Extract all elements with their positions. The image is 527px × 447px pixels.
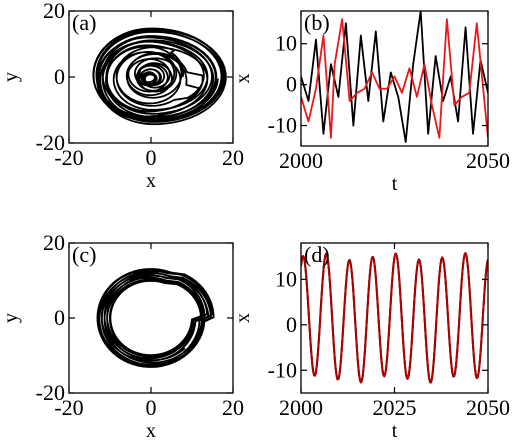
y-tick-label: 0 [286, 72, 297, 97]
y-tick-label: 20 [43, 230, 65, 255]
x-tick-label: -20 [54, 395, 83, 420]
panel-label: (a) [72, 10, 96, 35]
y-tick-label: -10 [268, 113, 297, 138]
panel-b: 2000 2050 -10 0 10 t x (b) [232, 10, 510, 195]
series-line-0 [96, 268, 215, 368]
plot-area [96, 268, 215, 368]
plot-area [301, 252, 488, 384]
x-tick-label: 2050 [466, 148, 510, 173]
series-line-1 [301, 252, 488, 384]
panel-a: -20 0 20 -20 0 20 x y (a) [0, 0, 244, 192]
series-line-0 [92, 27, 227, 126]
y-axis-label: y [0, 313, 22, 323]
plot-area [301, 11, 488, 143]
y-axis-label: y [0, 72, 22, 82]
x-tick-label: 2025 [373, 395, 417, 420]
x-axis-label: x [146, 170, 156, 192]
panel-d: 2000 2025 2050 -10 0 10 t x (d) [232, 242, 510, 442]
y-tick-label: -20 [36, 380, 65, 405]
x-tick-label: 0 [146, 145, 157, 170]
x-axis-label: t [392, 173, 398, 195]
x-tick-label: 20 [222, 395, 244, 420]
x-tick-label: -20 [54, 145, 83, 170]
x-tick-label: 2000 [279, 395, 323, 420]
panel-label: (d) [304, 242, 330, 267]
y-tick-label: 10 [275, 31, 297, 56]
plot-area [92, 27, 227, 126]
x-axis-label: x [146, 420, 156, 442]
series-line-1 [301, 18, 488, 139]
y-tick-label: 0 [286, 312, 297, 337]
y-tick-label: 0 [54, 305, 65, 330]
panel-c: -20 0 20 -20 0 20 x y (c) [0, 230, 244, 442]
y-tick-label: -20 [36, 130, 65, 155]
y-tick-label: -10 [268, 357, 297, 382]
x-tick-label: 20 [222, 145, 244, 170]
y-tick-label: 10 [275, 266, 297, 291]
y-tick-label: 0 [54, 64, 65, 89]
y-tick-label: 20 [43, 0, 65, 23]
x-tick-label: 2000 [279, 148, 323, 173]
x-tick-label: 0 [146, 395, 157, 420]
x-tick-label: 2050 [466, 395, 510, 420]
axes-frame [300, 10, 489, 147]
series-line-0 [301, 11, 488, 143]
panel-label: (b) [304, 10, 330, 35]
y-axis-label: x [232, 313, 254, 323]
panel-label: (c) [72, 242, 96, 267]
x-axis-label: t [392, 420, 398, 442]
y-axis-label: x [232, 74, 254, 84]
